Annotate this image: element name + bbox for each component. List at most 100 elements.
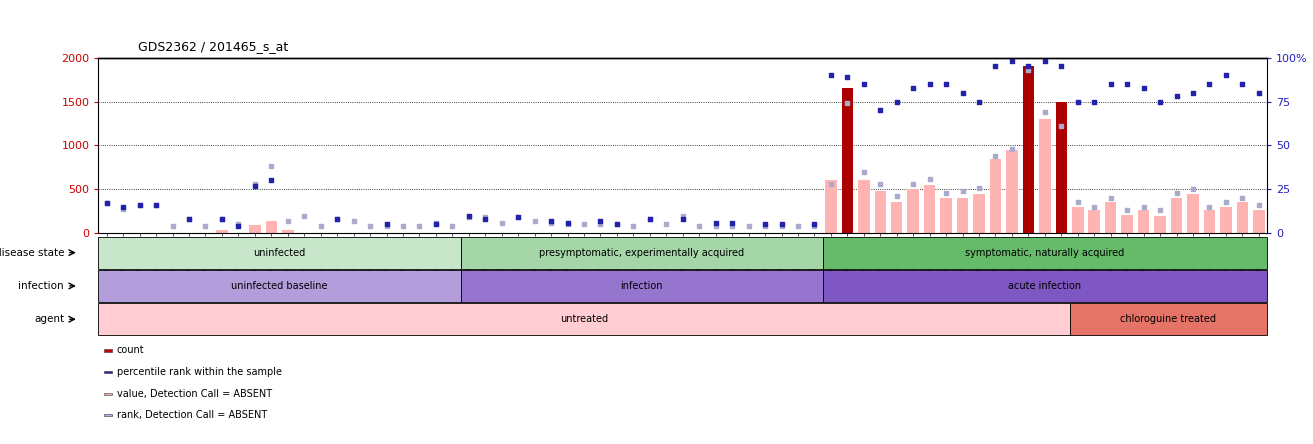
Point [458, 212, 479, 219]
Point [952, 89, 973, 96]
Point [1067, 98, 1088, 105]
Point [458, 214, 479, 221]
Bar [217, 230, 227, 233]
Point [590, 217, 611, 224]
Point [425, 221, 446, 228]
Text: uninfected: uninfected [253, 248, 306, 258]
Point [194, 222, 215, 230]
Bar [1138, 210, 1149, 233]
Point [705, 222, 726, 230]
Bar [892, 202, 902, 233]
Bar [282, 230, 294, 233]
Point [1183, 89, 1204, 96]
Point [886, 98, 907, 105]
Point [129, 202, 150, 209]
Point [310, 222, 331, 230]
Bar [1204, 210, 1216, 233]
Point [327, 215, 348, 222]
Point [1133, 84, 1154, 91]
Point [771, 221, 792, 228]
Bar [1121, 215, 1133, 233]
Point [755, 221, 776, 228]
Text: agent: agent [34, 314, 64, 324]
Point [952, 187, 973, 194]
Text: symptomatic, naturally acquired: symptomatic, naturally acquired [965, 248, 1124, 258]
Point [689, 222, 710, 230]
Bar [859, 181, 869, 233]
Point [919, 175, 940, 182]
Point [491, 219, 512, 226]
Point [96, 200, 117, 207]
Point [376, 221, 397, 228]
Point [1116, 80, 1137, 87]
Bar [461, 237, 823, 269]
Bar [1039, 119, 1050, 233]
Point [211, 215, 232, 222]
Point [590, 221, 611, 228]
Bar [249, 225, 260, 233]
Bar [98, 303, 1070, 335]
Bar [98, 270, 461, 302]
Text: GDS2362 / 201465_s_at: GDS2362 / 201465_s_at [138, 40, 288, 53]
Bar [825, 181, 836, 233]
Bar [823, 270, 1267, 302]
Point [919, 80, 940, 87]
Point [475, 215, 496, 222]
Bar [1106, 202, 1116, 233]
Bar [842, 88, 853, 233]
Point [261, 177, 282, 184]
Bar [907, 189, 919, 233]
Text: count: count [117, 345, 144, 356]
Bar [1220, 207, 1232, 233]
Bar [1171, 198, 1182, 233]
Point [1133, 203, 1154, 210]
Bar [104, 392, 112, 395]
Point [508, 214, 529, 221]
Point [557, 221, 578, 228]
Point [113, 203, 134, 210]
Point [1199, 80, 1220, 87]
Point [869, 180, 890, 187]
Bar [823, 237, 1267, 269]
Point [821, 72, 842, 79]
Point [1166, 189, 1187, 196]
Point [836, 73, 857, 80]
Point [722, 222, 743, 230]
Point [211, 215, 232, 222]
Point [541, 217, 562, 224]
Point [969, 98, 990, 105]
Bar [1187, 194, 1199, 233]
Point [1166, 93, 1187, 100]
Point [96, 200, 117, 207]
Bar [1070, 303, 1267, 335]
Point [1067, 198, 1088, 205]
Point [294, 212, 315, 219]
Point [886, 193, 907, 200]
Point [1116, 207, 1137, 214]
Point [985, 152, 1006, 159]
Point [1050, 123, 1071, 130]
Bar [1023, 75, 1035, 233]
Text: disease state: disease state [0, 248, 64, 258]
Point [1035, 108, 1056, 115]
Point [985, 63, 1006, 70]
Point [1018, 63, 1039, 70]
Point [508, 214, 529, 221]
Text: untreated: untreated [559, 314, 608, 324]
Point [622, 222, 643, 230]
Bar [990, 159, 1002, 233]
Bar [1237, 202, 1249, 233]
Point [705, 219, 726, 226]
Point [1100, 194, 1121, 202]
Point [655, 221, 676, 228]
Point [1002, 145, 1023, 152]
Point [244, 180, 265, 187]
Bar [1253, 210, 1264, 233]
Point [393, 222, 414, 230]
Text: acute infection: acute infection [1008, 281, 1082, 291]
Point [161, 222, 183, 230]
Point [1083, 203, 1104, 210]
Bar [1056, 132, 1067, 233]
Point [1232, 194, 1253, 202]
Bar [957, 198, 968, 233]
